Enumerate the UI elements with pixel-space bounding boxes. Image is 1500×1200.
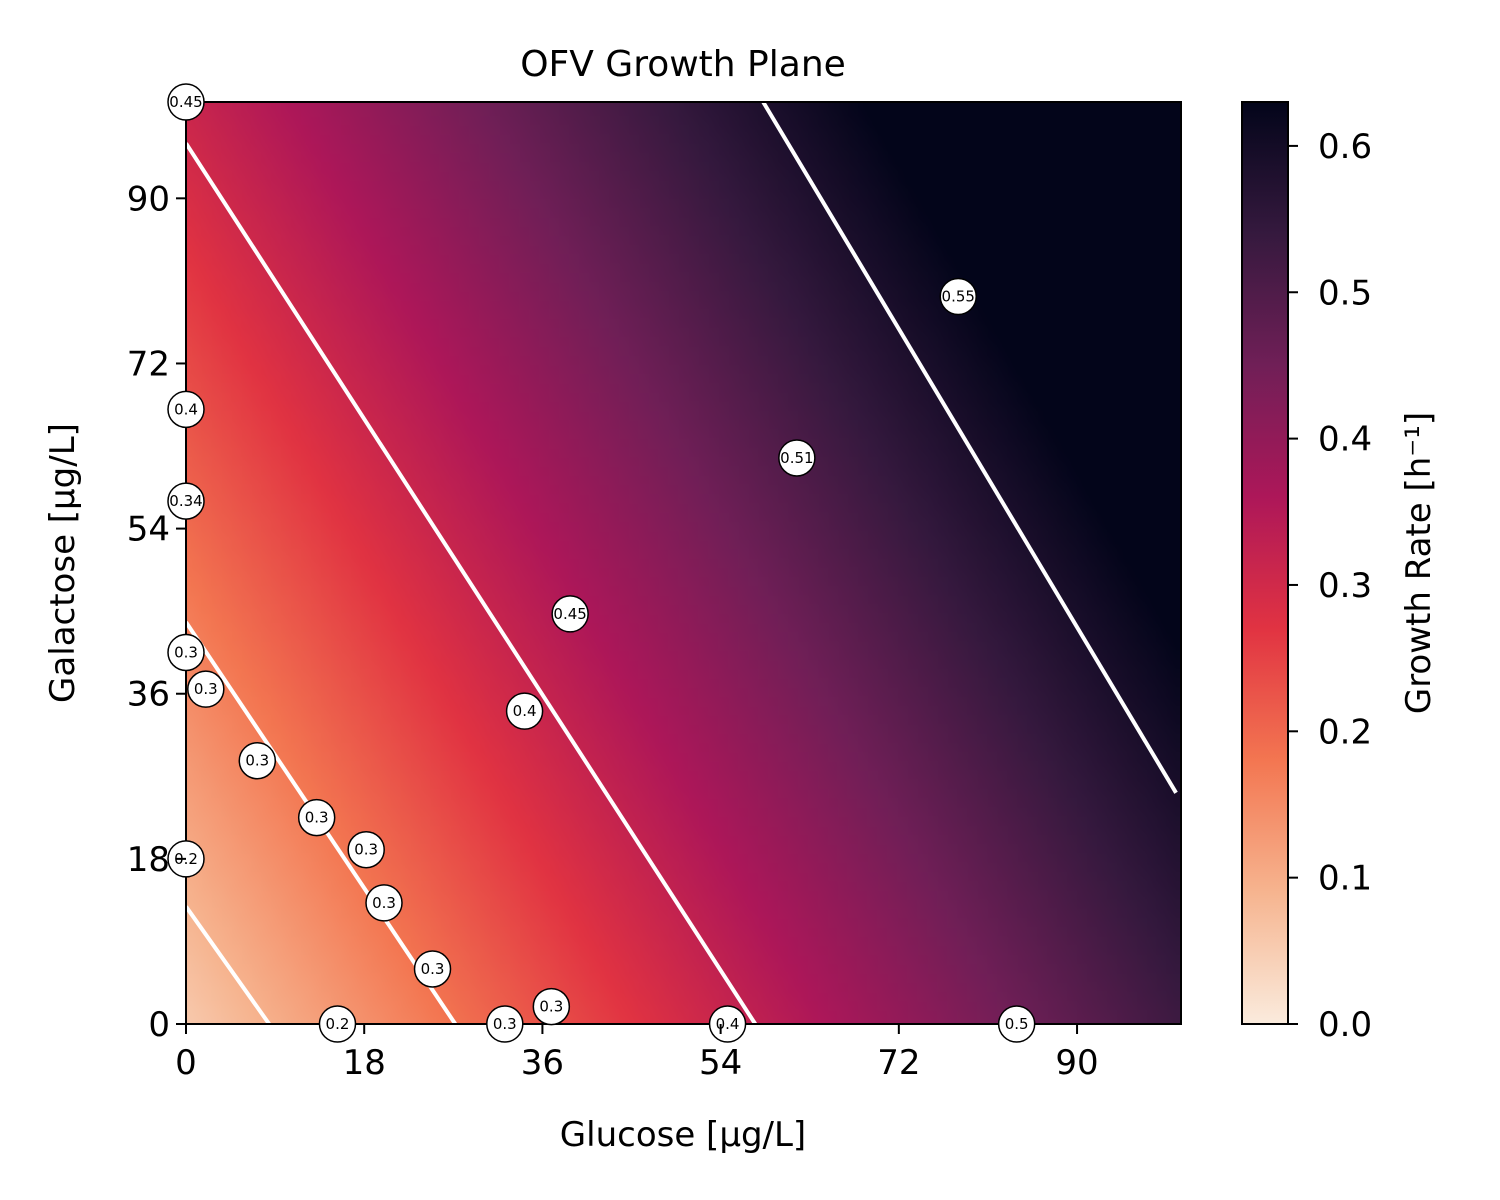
annotation-label: 0.45 — [169, 93, 202, 111]
contour-line-0-2 — [184, 905, 271, 1026]
annotation-circle — [238, 741, 277, 780]
annotation-label: 0.3 — [305, 809, 329, 827]
annotation-markers: 0.450.40.340.30.30.30.30.30.30.30.20.2 0.… — [167, 83, 1036, 1043]
annotation-circle — [297, 798, 336, 837]
annotation-label: 0.4 — [716, 1015, 740, 1033]
annotation-circle — [708, 1005, 747, 1043]
y-tick-label: 18 — [127, 840, 170, 880]
annotation-marker: 0.3 — [187, 670, 225, 708]
annotation-label: 0.3 — [194, 680, 218, 698]
colorbar-gradient — [1241, 101, 1289, 1025]
annotation-label: 0.5 — [1005, 1015, 1029, 1033]
annotation-label: 0.55 — [942, 287, 975, 305]
colorbar-tick-label: 0.0 — [1318, 1005, 1372, 1045]
x-tick-label: 72 — [877, 1043, 920, 1083]
annotation-label: 0.3 — [174, 643, 198, 661]
annotation-marker: 0.4 — [167, 390, 205, 429]
annotation-circle — [167, 390, 205, 429]
y-tick-label: 54 — [127, 510, 170, 550]
annotation-circle — [486, 1005, 524, 1043]
annotation-label: 0.3 — [372, 894, 396, 912]
annotation-label: 0.3 — [245, 752, 269, 770]
colorbar-ticks: 0.0 0.1 0.2 0.3 0.4 0.5 0.6 — [1288, 127, 1372, 1045]
annotation-label: 0.3 — [493, 1015, 517, 1033]
annotation-marker: 0.3 — [347, 830, 385, 869]
annotation-circle — [167, 83, 205, 121]
annotation-marker: 0.3 — [238, 741, 277, 780]
annotation-circle — [167, 482, 205, 520]
y-axis-ticks: 0 18 36 54 72 90 — [127, 179, 186, 1045]
annotation-marker: 0.55 — [939, 277, 977, 316]
contour-line-0-5 — [761, 100, 1178, 794]
plot-area — [186, 102, 1181, 1024]
colorbar-tick-label: 0.3 — [1318, 566, 1372, 606]
heatmap-surface — [186, 102, 1181, 1024]
annotation-marker: 0.4 — [708, 1005, 747, 1043]
annotation-marker: 0.3 — [413, 950, 452, 988]
contour-line-0-4 — [184, 142, 757, 1026]
x-axis-ticks: 0 18 36 54 72 90 — [175, 1024, 1099, 1083]
annotation-circle — [551, 595, 589, 633]
contour-lines — [184, 100, 1178, 1026]
x-axis-title: Glucose [μg/L] — [560, 1115, 806, 1155]
colorbar: 0.0 0.1 0.2 0.3 0.4 0.5 0.6 Growth Rate [h⁻¹] — [1241, 101, 1439, 1045]
annotation-marker: 0.45 — [167, 83, 205, 121]
annotation-marker: 0.34 — [167, 482, 205, 520]
annotation-marker: 0.5 — [997, 1005, 1036, 1043]
annotation-label: 0.34 — [169, 492, 202, 510]
annotation-circle — [167, 633, 205, 672]
y-axis-title: Galactose [μg/L] — [43, 423, 83, 703]
annotation-marker: 0.3 — [297, 798, 336, 837]
annotation-circle — [505, 692, 544, 730]
annotation-circle — [318, 1005, 357, 1043]
x-tick-label: 54 — [699, 1043, 742, 1083]
annotation-marker: 0.3 — [365, 884, 403, 922]
annotation-label: 0.45 — [553, 605, 586, 623]
y-tick-label: 36 — [127, 675, 170, 715]
x-tick-label: 36 — [521, 1043, 564, 1083]
annotation-circle — [413, 950, 452, 988]
colorbar-tick-label: 0.4 — [1318, 420, 1372, 460]
annotation-marker: 0.3 — [167, 633, 205, 672]
colorbar-tick-label: 0.5 — [1318, 273, 1372, 313]
x-tick-label: 18 — [343, 1043, 386, 1083]
colorbar-tick-label: 0.1 — [1318, 859, 1372, 899]
annotation-circle — [778, 439, 816, 477]
annotation-marker: 0.4 — [505, 692, 544, 730]
annotation-label: 0.2 — [326, 1015, 350, 1033]
annotation-circle — [365, 884, 403, 922]
annotation-circle — [347, 830, 385, 869]
annotation-label: 0.3 — [354, 841, 378, 859]
y-tick-label: 72 — [127, 344, 170, 384]
chart-title: OFV Growth Plane — [520, 44, 846, 85]
annotation-circle — [187, 670, 225, 708]
annotation-marker: 0.3 — [486, 1005, 524, 1043]
plot-frame — [185, 101, 1182, 1025]
annotation-label: 0.4 — [174, 400, 198, 418]
annotation-circle — [939, 277, 977, 316]
annotation-marker: 0.45 — [551, 595, 589, 633]
annotation-marker: 0.2 — [318, 1005, 357, 1043]
y-tick-label: 0 — [148, 1005, 170, 1045]
annotation-label: 0.3 — [539, 998, 563, 1016]
x-tick-label: 0 — [175, 1043, 197, 1083]
x-tick-label: 90 — [1055, 1043, 1098, 1083]
annotation-label: 0.51 — [780, 449, 813, 467]
y-tick-label: 90 — [127, 179, 170, 219]
annotation-label: 0.3 — [421, 960, 445, 978]
colorbar-tick-label: 0.6 — [1318, 127, 1372, 167]
annotation-circle — [997, 1005, 1036, 1043]
annotation-marker: 0.51 — [778, 439, 816, 477]
annotation-label: 0.4 — [513, 702, 537, 720]
annotation-circle — [532, 987, 571, 1026]
colorbar-tick-label: 0.2 — [1318, 712, 1372, 752]
colorbar-title: Growth Rate [h⁻¹] — [1399, 412, 1439, 714]
annotation-marker: 0.3 — [532, 987, 571, 1026]
